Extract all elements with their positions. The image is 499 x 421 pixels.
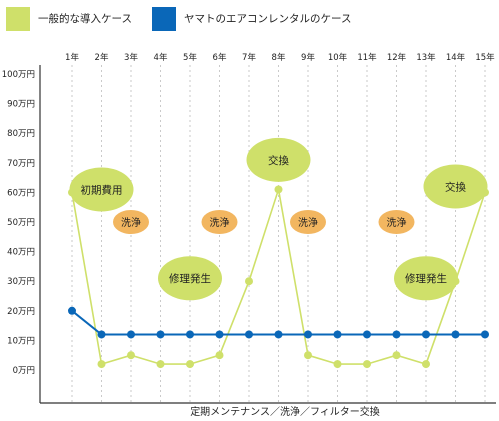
y-tick-label: 40万円	[7, 248, 35, 258]
data-point	[304, 330, 312, 339]
data-point	[481, 330, 489, 339]
x-tick-label: 7年	[242, 52, 256, 63]
annotation-label: 修理発生	[169, 272, 211, 285]
bubble-shape	[201, 210, 238, 234]
x-tick-label: 4年	[154, 52, 168, 63]
data-point	[392, 330, 401, 339]
y-tick-label: 10万円	[7, 336, 35, 346]
data-point	[363, 360, 371, 369]
data-point	[156, 360, 165, 369]
y-tick-label: 90万円	[7, 100, 35, 110]
x-tick-label: 15年	[475, 52, 495, 63]
legend-label-yamato: ヤマトのエアコンレンタルのケース	[184, 13, 352, 25]
y-tick-label: 70万円	[7, 159, 35, 169]
x-tick-labels: 1年 2年 3年 4年 5年 6年 7年 8年 9年 10年 11年 12年 13年 14年 15年	[65, 52, 495, 63]
data-point	[274, 330, 283, 339]
x-tick-label: 1年	[65, 52, 79, 63]
data-point	[333, 360, 342, 369]
annotation-label: 洗浄	[298, 216, 318, 229]
annotation-label: 交換	[445, 180, 466, 193]
annotation-label: 交換	[268, 154, 289, 167]
x-tick-label: 2年	[95, 52, 109, 63]
annotation-wash-bubble: 洗浄	[201, 210, 238, 234]
data-point	[422, 360, 430, 369]
y-tick-label: 20万円	[7, 307, 35, 317]
y-tick-label: 50万円	[7, 218, 35, 228]
y-tick-label: 80万円	[7, 129, 35, 139]
data-point	[97, 360, 106, 369]
data-point	[68, 306, 76, 315]
data-point	[215, 330, 224, 339]
legend-swatch-yamato	[152, 7, 176, 31]
x-tick-label: 13年	[416, 52, 436, 63]
series-yamato	[68, 306, 489, 339]
data-point	[333, 330, 342, 339]
annotation-bubble: 初期費用	[69, 167, 134, 212]
annotation-bubble: 交換	[423, 164, 488, 209]
annotation-label: 洗浄	[121, 216, 141, 229]
data-point	[245, 277, 253, 286]
x-axis-title: 定期メンテナンス／洗浄／フィルター交換	[190, 405, 380, 418]
data-point	[304, 351, 312, 360]
x-tick-label: 5年	[183, 52, 197, 63]
bubble-shape	[158, 256, 222, 301]
bubble-shape	[290, 210, 326, 234]
x-tick-label: 3年	[124, 52, 138, 63]
x-tick-label: 12年	[387, 52, 407, 63]
y-tick-labels: 100万円 90万円 80万円 70万円 60万円 50万円 40万円 30万円 20万円 10万…	[2, 70, 35, 376]
data-point	[127, 351, 135, 360]
y-tick-label: 60万円	[7, 188, 35, 198]
data-point	[127, 330, 135, 339]
x-tick-label: 9年	[301, 52, 315, 63]
data-point	[215, 351, 224, 360]
annotation-label: 修理発生	[405, 272, 447, 285]
annotation-wash-bubble: 洗浄	[290, 210, 326, 234]
data-point	[451, 330, 460, 339]
data-point	[97, 330, 106, 339]
annotation-bubble: 修理発生	[158, 256, 222, 301]
annotation-label: 洗浄	[387, 216, 407, 229]
y-tick-label: 0万円	[13, 366, 35, 376]
data-point	[156, 330, 165, 339]
annotation-wash-bubble: 洗浄	[378, 210, 415, 234]
annotation-bubble: 交換	[246, 137, 311, 182]
x-tick-label: 14年	[446, 52, 466, 63]
bubble-shape	[423, 164, 488, 209]
y-tick-label: 30万円	[7, 277, 35, 287]
data-point	[245, 330, 253, 339]
x-tick-label: 11年	[357, 52, 377, 63]
x-tick-label: 6年	[213, 52, 227, 63]
bubble-shape	[378, 210, 415, 234]
data-point	[186, 360, 194, 369]
data-point	[363, 330, 371, 339]
legend-label-general: 一般的な導入ケース	[38, 13, 132, 25]
annotation-label: 洗浄	[210, 216, 230, 229]
y-tick-label: 100万円	[2, 70, 35, 80]
bubble-shape	[69, 167, 134, 212]
annotation-bubble: 修理発生	[394, 256, 458, 301]
grid-layer	[71, 65, 486, 403]
bubble-shape	[394, 256, 458, 301]
data-point	[392, 351, 401, 360]
x-tick-label: 8年	[272, 52, 286, 63]
axis-layer	[39, 65, 496, 404]
annotation-label: 初期費用	[81, 183, 123, 196]
bubble-shape	[113, 210, 149, 234]
x-tick-label: 10年	[328, 52, 348, 63]
annotation-wash-bubble: 洗浄	[113, 210, 149, 234]
data-point	[186, 330, 194, 339]
data-point	[422, 330, 430, 339]
legend-swatch-general	[6, 7, 30, 31]
data-point	[274, 185, 283, 194]
bubble-shape	[246, 137, 311, 182]
